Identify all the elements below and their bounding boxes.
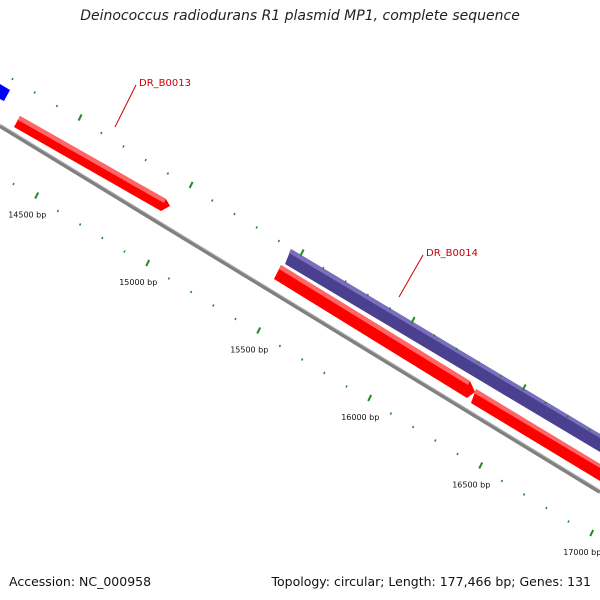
inner-minor-tick xyxy=(567,520,570,523)
inner-minor-tick xyxy=(101,236,104,240)
outer-minor-tick xyxy=(11,77,14,81)
inner-minor-tick xyxy=(123,250,126,253)
outer-minor-tick xyxy=(277,239,281,243)
inner-minor-tick xyxy=(500,479,504,483)
outer-minor-tick xyxy=(388,307,392,310)
inner-minor-tick xyxy=(522,493,526,496)
inner-major-tick xyxy=(367,394,373,402)
outer-minor-tick xyxy=(33,91,36,94)
gene-blue-fragment[interactable] xyxy=(0,84,10,101)
inner-minor-tick xyxy=(345,385,348,388)
inner-minor-tick xyxy=(545,506,548,510)
outer-minor-tick xyxy=(144,158,147,162)
inner-minor-tick xyxy=(234,317,237,321)
outer-minor-tick xyxy=(322,266,325,270)
outer-minor-tick xyxy=(455,347,458,351)
inner-major-tick xyxy=(589,529,595,537)
scale-tick-label: 16500 bp xyxy=(452,481,490,490)
scale-tick-label: 15500 bp xyxy=(230,346,268,355)
inner-minor-tick xyxy=(278,344,282,348)
outer-minor-tick xyxy=(255,226,258,229)
outer-minor-tick xyxy=(544,401,547,405)
outer-minor-tick xyxy=(344,280,347,283)
outer-minor-tick xyxy=(122,145,125,148)
outer-minor-tick xyxy=(166,172,170,175)
gene-dr-b0014-shade xyxy=(279,265,470,385)
outer-minor-tick xyxy=(499,374,503,378)
inner-minor-tick xyxy=(456,452,459,456)
inner-major-tick xyxy=(34,192,40,199)
inner-minor-tick xyxy=(434,439,437,442)
outer-major-tick xyxy=(77,114,83,121)
outer-major-tick xyxy=(410,316,416,324)
inner-minor-tick xyxy=(12,182,15,186)
scale-tick-label: 16000 bp xyxy=(341,413,379,422)
outer-minor-tick xyxy=(100,131,103,135)
gene-label-dr-b0014[interactable]: DR_B0014 xyxy=(426,248,478,259)
outer-minor-tick xyxy=(55,104,59,108)
inner-minor-tick xyxy=(167,277,171,280)
scale-tick-label: 15000 bp xyxy=(119,278,157,287)
inner-major-tick xyxy=(145,259,151,267)
inner-major-tick xyxy=(478,462,484,469)
inner-major-tick xyxy=(256,327,262,334)
backbone-highlight xyxy=(0,123,600,491)
backbone-line xyxy=(0,124,600,494)
outer-minor-tick xyxy=(211,199,214,202)
accession-text: Accession: NC_000958 xyxy=(9,574,152,589)
outer-major-tick xyxy=(299,249,305,256)
inner-minor-tick xyxy=(389,412,393,415)
outer-minor-tick xyxy=(588,428,591,432)
label-leader-dr-b0014 xyxy=(398,254,424,298)
outer-minor-tick xyxy=(366,293,369,297)
inner-minor-tick xyxy=(56,209,60,213)
gene-dr-b0015[interactable] xyxy=(471,389,600,481)
inner-minor-tick xyxy=(300,358,304,361)
gene-purple-outer-shade xyxy=(289,249,600,438)
inner-minor-tick xyxy=(78,223,82,226)
outer-major-tick xyxy=(521,384,527,391)
inner-minor-tick xyxy=(323,371,326,375)
gene-dr-b0014[interactable] xyxy=(274,265,475,398)
gene-purple-outer[interactable] xyxy=(285,249,600,452)
outer-minor-tick xyxy=(477,361,480,364)
summary-text: Topology: circular; Length: 177,466 bp; … xyxy=(271,574,592,589)
gene-label-dr-b0013[interactable]: DR_B0013 xyxy=(139,78,191,89)
scale-ticks: 14500 bp 15000 bp 15500 bp 16000 bp 16500 bp… xyxy=(8,77,600,557)
inner-minor-tick xyxy=(411,425,415,429)
outer-minor-tick xyxy=(233,212,236,216)
inner-minor-tick xyxy=(189,290,193,294)
outer-minor-tick xyxy=(566,415,569,418)
outer-major-tick xyxy=(188,181,194,189)
scale-tick-label: 17000 bp xyxy=(563,548,600,557)
label-leader-dr-b0013 xyxy=(114,84,137,128)
gene-dr-b0013-shade xyxy=(18,116,166,203)
map-title: Deinococcus radiodurans R1 plasmid MP1, … xyxy=(80,8,520,24)
gene-dr-b0015-shade xyxy=(474,389,600,468)
outer-minor-tick xyxy=(433,334,436,337)
inner-minor-tick xyxy=(212,304,215,307)
scale-tick-label: 14500 bp xyxy=(8,211,46,220)
